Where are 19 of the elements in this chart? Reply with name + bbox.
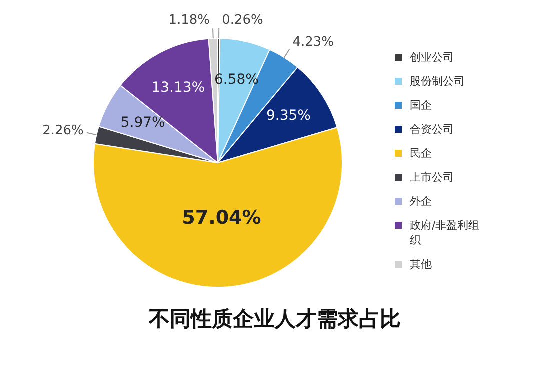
data-label: 4.23% bbox=[292, 34, 334, 50]
legend-label: 政府/非盈利组织 bbox=[410, 218, 481, 248]
legend-label: 上市公司 bbox=[410, 170, 455, 185]
text: 不同性质企业人才需求占比 bbox=[148, 306, 402, 333]
legend-label: 股份制公司 bbox=[410, 74, 466, 89]
data-label: 9.35% bbox=[266, 108, 311, 124]
data-label: 57.04% bbox=[182, 206, 262, 229]
data-label: 6.58% bbox=[214, 72, 259, 88]
data-label: 1.18% bbox=[168, 12, 210, 28]
data-label: 5.97% bbox=[120, 115, 166, 132]
legend-label: 国企 bbox=[410, 98, 433, 113]
legend-label: 合资公司 bbox=[410, 122, 455, 137]
legend-label: 其他 bbox=[410, 257, 433, 272]
data-label: 2.26% bbox=[42, 124, 84, 139]
data-label: 13.13% bbox=[152, 80, 206, 96]
data-label: 0.26% bbox=[222, 12, 264, 28]
legend-label: 民企 bbox=[410, 146, 433, 161]
legend-label: 创业公司 bbox=[410, 50, 455, 65]
legend-label: 外企 bbox=[410, 194, 433, 209]
